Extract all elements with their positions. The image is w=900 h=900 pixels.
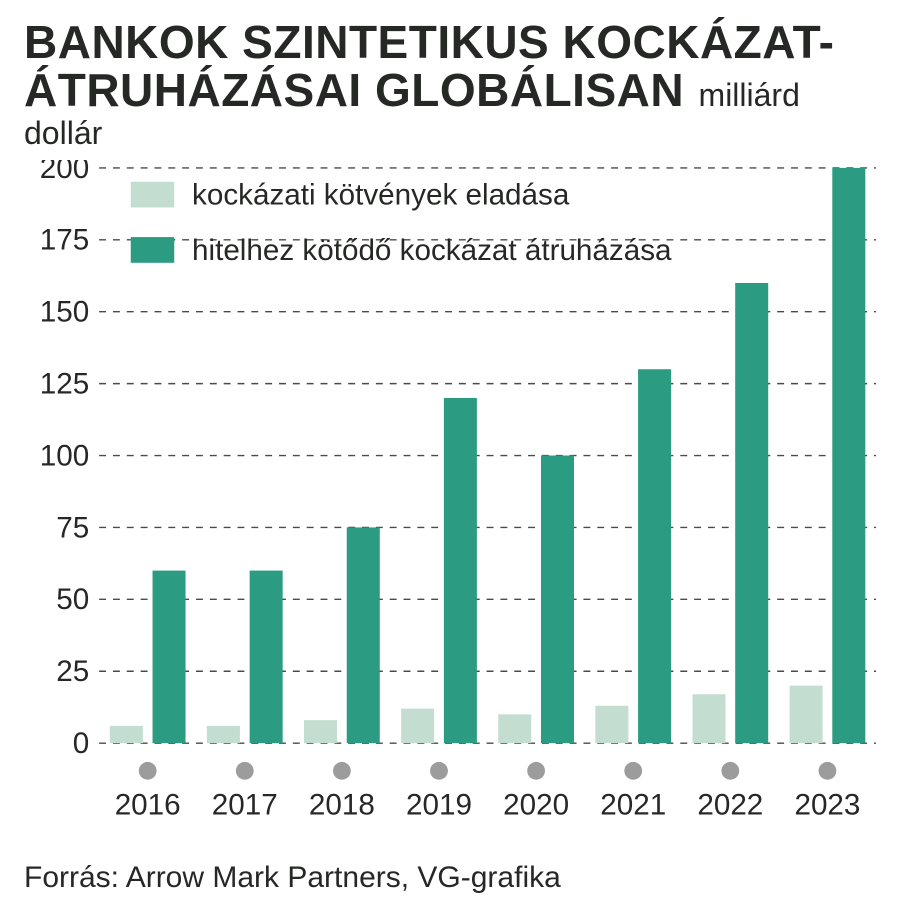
category-dot-icon (721, 762, 739, 780)
y-tick-label: 150 (40, 295, 89, 328)
bar (498, 714, 531, 743)
bar (250, 570, 283, 743)
legend-label: kockázati kötvények eladása (192, 178, 570, 211)
category-label: 2023 (794, 788, 860, 821)
y-tick-label: 50 (56, 583, 89, 616)
bar (735, 283, 768, 743)
y-tick-label: 100 (40, 439, 89, 472)
category-dot-icon (624, 762, 642, 780)
category-dot-icon (527, 762, 545, 780)
bar (153, 570, 186, 743)
legend-swatch (131, 237, 174, 263)
legend-label: hitelhez kötődő kockázat átruházása (192, 233, 672, 266)
title-block: BANKOK SZINTETIKUS KOCKÁZAT- ÁTRUHÁZÁSAI… (24, 18, 876, 152)
category-dot-icon (139, 762, 157, 780)
bar (401, 708, 434, 743)
category-label: 2021 (600, 788, 666, 821)
y-tick-label: 200 (40, 160, 89, 185)
y-tick-label: 75 (56, 511, 89, 544)
category-label: 2019 (406, 788, 472, 821)
bar (638, 369, 671, 743)
bar (692, 694, 725, 743)
category-label: 2022 (697, 788, 763, 821)
bar (541, 455, 574, 743)
category-dot-icon (430, 762, 448, 780)
category-dot-icon (236, 762, 254, 780)
y-tick-label: 0 (73, 727, 90, 760)
chart-title-line2: ÁTRUHÁZÁSAI GLOBÁLISAN (24, 64, 684, 116)
chart-area: 0 25 50 75 100 125 150 175 200 2016 2017 2018 2019 20… (24, 160, 876, 852)
bar (304, 720, 337, 743)
legend-swatch (131, 181, 174, 207)
bar (347, 527, 380, 743)
category-dot-icon (333, 762, 351, 780)
category-dot-icon (819, 762, 837, 780)
bar (207, 725, 240, 742)
bar (595, 705, 628, 742)
bar (790, 685, 823, 743)
bar (444, 398, 477, 743)
category-label: 2020 (503, 788, 569, 821)
bar (110, 725, 143, 742)
bar-chart: 0 25 50 75 100 125 150 175 200 2016 2017 2018 2019 20… (24, 160, 876, 852)
category-label: 2017 (212, 788, 278, 821)
category-label: 2018 (309, 788, 375, 821)
category-label: 2016 (115, 788, 181, 821)
chart-title-line1: BANKOK SZINTETIKUS KOCKÁZAT- (24, 16, 834, 68)
y-tick-label: 25 (56, 655, 89, 688)
bar (832, 168, 865, 743)
source-text: Forrás: Arrow Mark Partners, VG-grafika (24, 861, 876, 895)
y-tick-label: 175 (40, 223, 89, 256)
y-tick-label: 125 (40, 367, 89, 400)
chart-container: BANKOK SZINTETIKUS KOCKÁZAT- ÁTRUHÁZÁSAI… (0, 0, 900, 900)
